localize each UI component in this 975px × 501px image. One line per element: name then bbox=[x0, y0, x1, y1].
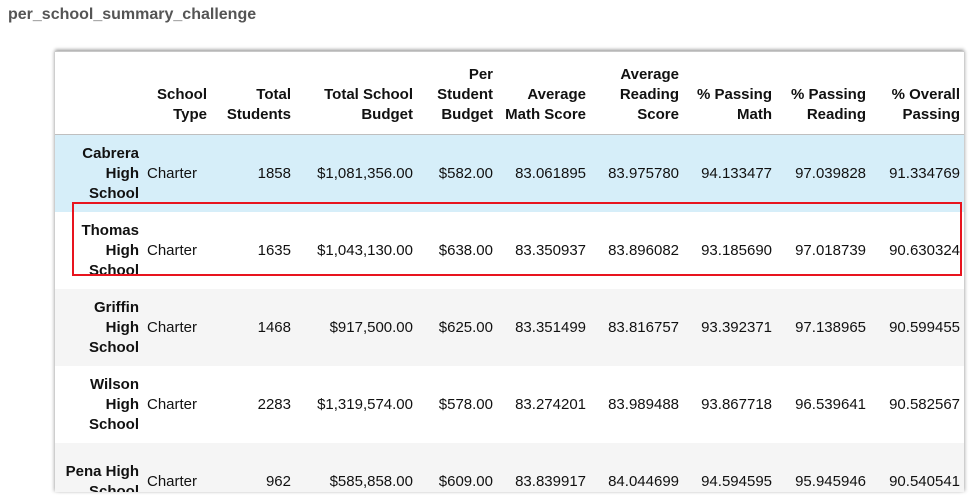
cell-total-students: 1858 bbox=[257, 164, 291, 182]
cell-total-school-budget: $585,858.00 bbox=[329, 472, 413, 490]
cell-total-school-budget: $1,319,574.00 bbox=[317, 395, 413, 413]
cell-overall-passing: 90.599455 bbox=[889, 318, 960, 336]
cell-passing-reading: 96.539641 bbox=[795, 395, 866, 413]
column-header-total-school-budget: Total School Budget bbox=[295, 52, 417, 135]
table-row: Griffin High School Charter 1468 $917,50… bbox=[55, 289, 964, 366]
cell-average-math-score: 83.839917 bbox=[515, 472, 586, 490]
table-row: Pena High School Charter 962 $585,858.00… bbox=[55, 443, 964, 492]
cell-average-math-score: 83.274201 bbox=[515, 395, 586, 413]
column-header-overall-passing: % Overall Passing bbox=[870, 52, 964, 135]
cell-total-students: 1635 bbox=[257, 241, 291, 259]
cell-average-reading-score: 84.044699 bbox=[608, 472, 679, 490]
cell-passing-reading: 97.018739 bbox=[795, 241, 866, 259]
cell-overall-passing: 90.582567 bbox=[889, 395, 960, 413]
cell-school-type: Charter bbox=[147, 164, 198, 182]
cell-average-reading-score: 83.896082 bbox=[608, 241, 679, 259]
cell-passing-math: 93.867718 bbox=[701, 395, 772, 413]
cell-school-type: Charter bbox=[147, 472, 198, 490]
cell-passing-reading: 95.945946 bbox=[795, 472, 866, 490]
cell-per-student-budget: $625.00 bbox=[438, 318, 493, 336]
cell-passing-reading: 97.138965 bbox=[795, 318, 866, 336]
cell-average-reading-score: 83.975780 bbox=[608, 164, 679, 182]
cell-average-math-score: 83.350937 bbox=[515, 241, 586, 259]
cell-school-type: Charter bbox=[147, 318, 198, 336]
cell-per-student-budget: $582.00 bbox=[438, 164, 493, 182]
row-index-label: Cabrera High School bbox=[82, 144, 139, 202]
cell-total-students: 2283 bbox=[257, 395, 291, 413]
cell-average-math-score: 83.061895 bbox=[515, 164, 586, 182]
dataframe-container: School Type Total Students Total School … bbox=[55, 51, 964, 492]
cell-passing-math: 94.594595 bbox=[701, 472, 772, 490]
cell-average-reading-score: 83.989488 bbox=[608, 395, 679, 413]
cell-passing-math: 93.185690 bbox=[701, 241, 772, 259]
column-header-per-student-budget: Per Student Budget bbox=[417, 52, 497, 135]
cell-passing-math: 94.133477 bbox=[701, 164, 772, 182]
column-header-average-math-score: Average Math Score bbox=[497, 52, 590, 135]
table-row: Wilson High School Charter 2283 $1,319,5… bbox=[55, 366, 964, 443]
cell-average-reading-score: 83.816757 bbox=[608, 318, 679, 336]
column-header-school-type: School Type bbox=[143, 52, 211, 135]
cell-overall-passing: 90.630324 bbox=[889, 241, 960, 259]
cell-school-type: Charter bbox=[147, 241, 198, 259]
header-row: School Type Total Students Total School … bbox=[55, 52, 964, 135]
cell-per-student-budget: $638.00 bbox=[438, 241, 493, 259]
row-index-label: Wilson High School bbox=[88, 375, 139, 433]
row-index-label: Thomas High School bbox=[81, 221, 139, 279]
column-header-total-students: Total Students bbox=[211, 52, 295, 135]
cell-total-school-budget: $1,043,130.00 bbox=[317, 241, 413, 259]
row-index-label: Griffin High School bbox=[88, 298, 139, 356]
cell-total-students: 962 bbox=[265, 472, 291, 490]
cell-passing-math: 93.392371 bbox=[701, 318, 772, 336]
table-row: Thomas High School Charter 1635 $1,043,1… bbox=[55, 212, 964, 289]
cell-average-math-score: 83.351499 bbox=[515, 318, 586, 336]
cell-school-type: Charter bbox=[147, 395, 198, 413]
cell-total-students: 1468 bbox=[257, 318, 291, 336]
page-title: per_school_summary_challenge bbox=[8, 6, 257, 23]
index-header bbox=[55, 52, 143, 135]
cell-passing-reading: 97.039828 bbox=[795, 164, 866, 182]
cell-total-school-budget: $917,500.00 bbox=[329, 318, 413, 336]
summary-table: School Type Total Students Total School … bbox=[55, 52, 964, 492]
row-index-label: Pena High School bbox=[65, 462, 139, 493]
cell-overall-passing: 91.334769 bbox=[889, 164, 960, 182]
cell-overall-passing: 90.540541 bbox=[889, 472, 960, 490]
column-header-passing-math: % Passing Math bbox=[683, 52, 776, 135]
column-header-average-reading-score: Average Reading Score bbox=[590, 52, 683, 135]
cell-total-school-budget: $1,081,356.00 bbox=[317, 164, 413, 182]
column-header-passing-reading: % Passing Reading bbox=[776, 52, 870, 135]
cell-per-student-budget: $609.00 bbox=[438, 472, 493, 490]
table-row: Cabrera High School Charter 1858 $1,081,… bbox=[55, 134, 964, 212]
cell-per-student-budget: $578.00 bbox=[438, 395, 493, 413]
